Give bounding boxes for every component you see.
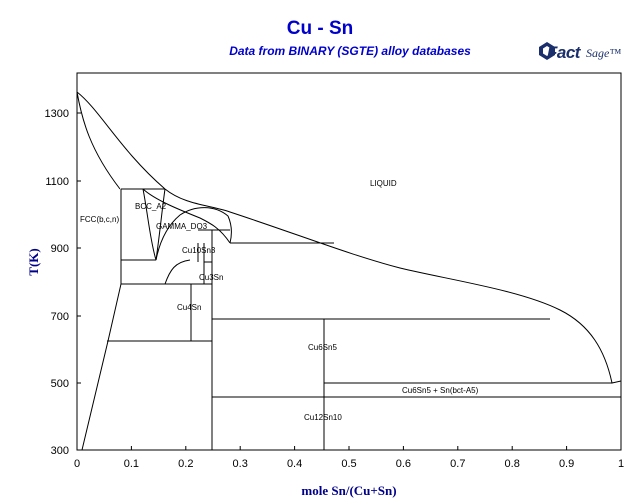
logo-suffix: Sage™ (586, 46, 622, 60)
region-label-cu3sn: Cu3Sn (199, 273, 223, 282)
liquidus-line (76, 91, 622, 384)
solidus-line (76, 91, 121, 190)
region-label-cu4sn: Cu4Sn (177, 303, 201, 312)
region-label-cu6sn5: Cu6Sn5 (308, 343, 337, 352)
x-tick-label: 0.7 (450, 458, 465, 470)
y-tick-label: 700 (51, 311, 69, 323)
region-label-cu12sn10: Cu12Sn10 (304, 413, 342, 422)
factsage-logo-icon (539, 42, 555, 60)
y-tick-marks (77, 112, 81, 384)
phase-boundaries (76, 91, 622, 451)
x-tick-label: 0.9 (559, 458, 574, 470)
x-tick-label: 0 (74, 458, 80, 470)
bcc-region-line (142, 188, 231, 244)
gamma-region-line (164, 259, 191, 285)
region-label-gamma: GAMMA_DO3 (156, 222, 208, 231)
x-axis-title: mole Sn/(Cu+Sn) (301, 483, 396, 498)
x-tick-label: 0.5 (341, 458, 356, 470)
y-tick-label: 900 (51, 243, 69, 255)
region-label-cu6sn5-sn: Cu6Sn5 + Sn(bct-A5) (402, 386, 479, 395)
y-tick-label: 1300 (45, 108, 69, 120)
x-tick-label: 0.4 (287, 458, 302, 470)
x-tick-label: 0.3 (233, 458, 248, 470)
y-tick-label: 1100 (45, 176, 69, 188)
region-label-liquid: LIQUID (370, 179, 397, 188)
region-label-fcc: FCC(b,c,n) (80, 215, 119, 224)
gamma-region-line (155, 207, 232, 261)
x-tick-label: 0.8 (505, 458, 520, 470)
y-tick-label: 300 (51, 445, 69, 457)
logo-word: Fact (547, 43, 580, 62)
x-tick-label: 1 (618, 458, 624, 470)
x-tick-label: 0.1 (124, 458, 139, 470)
region-label-bcc: BCC_A2 (135, 202, 167, 211)
x-tick-marks (76, 444, 568, 450)
plot-frame (76, 72, 622, 451)
chart-title: Cu - Sn (286, 18, 354, 39)
y-tick-label: 500 (51, 378, 69, 390)
fcc-solvus-line (81, 189, 122, 451)
region-label-cu10sn3: Cu10Sn3 (182, 246, 216, 255)
chart-subtitle: Data from BINARY (SGTE) alloy databases (229, 44, 471, 58)
x-tick-label: 0.6 (396, 458, 411, 470)
factsage-logo: Fact Sage™ (537, 40, 637, 74)
y-axis-title: T(K) (26, 248, 41, 275)
x-tick-label: 0.2 (178, 458, 193, 470)
